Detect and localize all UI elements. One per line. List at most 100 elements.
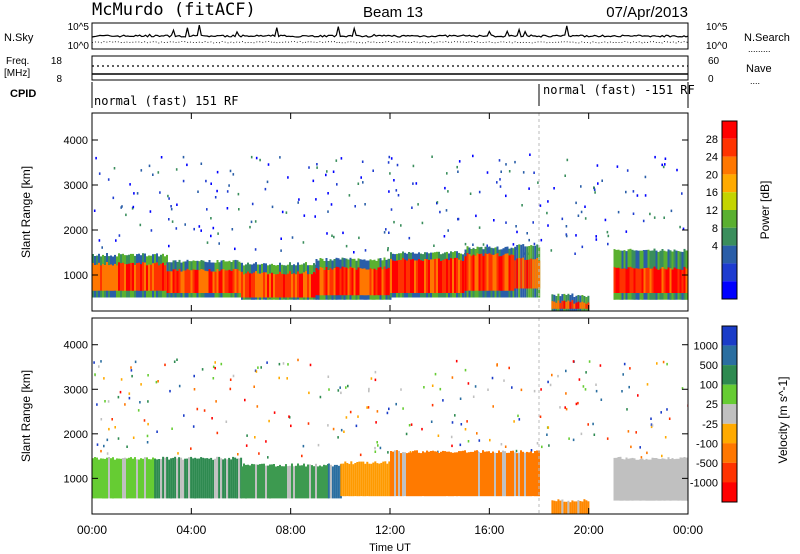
velocity-cell xyxy=(657,458,660,501)
colorbar-segment xyxy=(722,156,737,175)
power-inner-cell xyxy=(444,259,446,293)
power-inner-cell xyxy=(508,255,511,291)
power-inner-cell xyxy=(559,302,562,309)
velocity-cell xyxy=(452,452,454,497)
scatter-echo-cell xyxy=(476,432,478,435)
scatter-echo-cell xyxy=(348,194,351,197)
velocity-cell xyxy=(430,451,432,497)
power-inner-cell xyxy=(615,267,618,293)
scatter-echo-cell xyxy=(447,229,449,232)
colorbar-tick-label: 1000 xyxy=(694,341,718,353)
scatter-echo-cell xyxy=(303,214,306,217)
velocity-cell xyxy=(218,456,221,499)
power-inner-cell xyxy=(454,257,456,293)
power-inner-cell xyxy=(651,268,654,293)
scatter-echo-cell xyxy=(149,210,152,213)
colorbar-tick-label: 4 xyxy=(712,241,718,253)
velocity-cell xyxy=(454,452,456,497)
scatter-echo-cell xyxy=(508,170,511,173)
power-inner-cell xyxy=(581,301,584,309)
power-inner-cell xyxy=(178,268,181,293)
velocity-cell xyxy=(643,459,646,501)
scatter-echo-cell xyxy=(340,391,342,395)
power-inner-cell xyxy=(96,264,98,291)
scatter-echo-cell xyxy=(182,155,185,159)
scatter-echo-cell xyxy=(255,156,258,160)
velocity-cell xyxy=(400,453,402,497)
scatter-echo-cell xyxy=(376,410,379,413)
scatter-echo-cell xyxy=(126,445,128,448)
velocity-cell xyxy=(398,450,400,497)
colorbar-tick-label: 12 xyxy=(706,205,718,217)
scatter-echo-cell xyxy=(366,406,368,409)
scatter-echo-cell xyxy=(368,389,370,393)
noise-sky-trace xyxy=(91,24,689,38)
time-axis-label: Time UT xyxy=(369,542,411,554)
scatter-echo-cell xyxy=(451,444,453,448)
velocity-cell xyxy=(470,451,472,497)
scatter-echo-cell xyxy=(374,446,376,450)
velocity-cell xyxy=(422,451,424,497)
power-inner-cell xyxy=(492,254,495,291)
power-inner-cell xyxy=(367,269,370,296)
freq-panel: Freq. [MHz] 18 8 60 0 Nave .... xyxy=(4,55,772,86)
velocity-cell xyxy=(340,463,343,497)
velocity-cell xyxy=(456,452,458,497)
scatter-echo-cell xyxy=(505,163,507,166)
power-inner-cell xyxy=(106,262,108,291)
power-inner-cell xyxy=(289,271,291,298)
scatter-echo-cell xyxy=(103,377,105,380)
power-inner-cell xyxy=(321,267,324,296)
power-inner-cell xyxy=(655,268,658,293)
velocity-cell xyxy=(245,464,247,499)
scatter-echo-cell xyxy=(114,426,116,429)
velocity-cell xyxy=(230,459,233,499)
scatter-echo-cell xyxy=(436,201,439,204)
velocity-cell xyxy=(140,458,142,499)
scatter-echo-cell xyxy=(457,217,459,221)
scatter-echo-cell xyxy=(662,165,665,169)
scatter-echo-cell xyxy=(478,190,481,194)
scatter-echo-cell xyxy=(460,423,463,426)
scatter-echo-cell xyxy=(147,374,149,377)
velocity-cell xyxy=(366,461,369,497)
scatter-echo-cell xyxy=(307,422,310,425)
scatter-echo-cell xyxy=(581,245,584,249)
scatter-echo-cell xyxy=(400,388,402,391)
scatter-echo-cell xyxy=(259,158,261,162)
power-inner-cell xyxy=(132,262,134,291)
velocity-cell xyxy=(178,457,181,499)
freq-label-2: [MHz] xyxy=(4,68,30,79)
scatter-echo-cell xyxy=(103,444,105,448)
power-inner-cell xyxy=(683,266,686,293)
scatter-echo-cell xyxy=(617,210,620,214)
velocity-cell xyxy=(325,465,327,499)
power-inner-cell xyxy=(100,265,102,291)
scatter-echo-cell xyxy=(565,225,568,228)
velocity-cell xyxy=(412,451,414,497)
scatter-echo-cell xyxy=(176,358,178,361)
velocity-cell xyxy=(144,457,146,499)
velocity-cell xyxy=(665,459,668,501)
scatter-echo-cell xyxy=(395,189,398,192)
scatter-echo-cell xyxy=(364,203,366,206)
velocity-cell xyxy=(297,463,299,499)
power-inner-cell xyxy=(408,258,410,293)
power-inner-cell xyxy=(253,272,255,298)
scatter-echo-cell xyxy=(637,394,639,397)
power-inner-cell xyxy=(573,303,576,309)
scatter-echo-cell xyxy=(214,196,217,199)
power-inner-cell xyxy=(210,271,213,293)
scatter-echo-cell xyxy=(522,171,525,174)
velocity-cell xyxy=(617,457,620,501)
power-inner-cell xyxy=(482,255,485,291)
scatter-echo-cell xyxy=(211,417,213,420)
scatter-echo-cell xyxy=(155,380,158,384)
velocity-cell xyxy=(319,465,321,499)
scatter-echo-cell xyxy=(237,192,240,196)
scatter-echo-cell xyxy=(498,159,501,162)
scatter-echo-cell xyxy=(649,212,651,216)
velocity-cell xyxy=(321,466,323,499)
scatter-echo-cell xyxy=(146,434,149,438)
power-inner-cell xyxy=(170,271,173,293)
